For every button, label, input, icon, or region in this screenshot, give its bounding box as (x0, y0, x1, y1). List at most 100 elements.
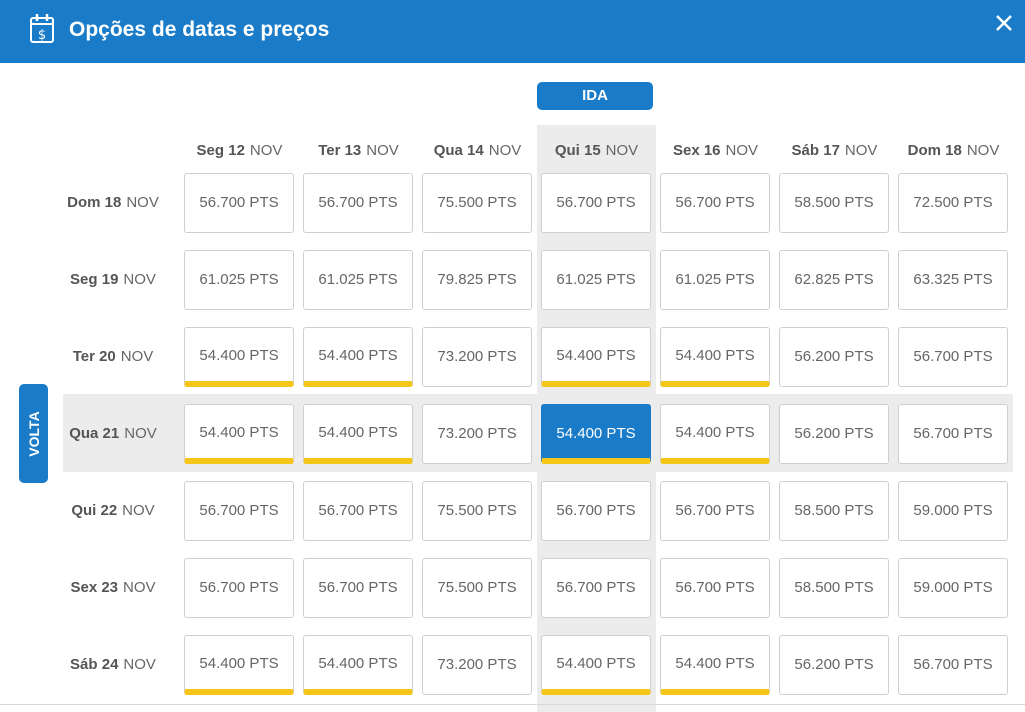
date-month: NOV (725, 142, 759, 159)
date-day: Qua 14 (433, 142, 484, 159)
price-cell[interactable]: 75.500 PTS (422, 481, 532, 541)
price-cell[interactable]: 73.200 PTS (422, 404, 532, 464)
departure-date-header: Dom 18 NOV (894, 140, 1013, 162)
price-cell[interactable]: 56.700 PTS (898, 404, 1008, 464)
date-month: NOV (123, 271, 156, 288)
price-cell[interactable]: 56.700 PTS (184, 173, 294, 233)
date-month: NOV (122, 502, 155, 519)
price-cell[interactable]: 54.400 PTS (184, 635, 294, 695)
date-month: NOV (366, 142, 399, 159)
date-day: Qui 22 (71, 502, 118, 519)
date-month: NOV (966, 142, 1000, 159)
price-cell[interactable]: 56.200 PTS (779, 404, 889, 464)
departure-date-header: Qua 14 NOV (418, 140, 537, 162)
departure-date-header: Ter 13 NOV (299, 140, 418, 162)
price-cell[interactable]: 56.700 PTS (541, 481, 651, 541)
price-cell[interactable]: 58.500 PTS (779, 481, 889, 541)
date-day: Sáb 24 (70, 656, 119, 673)
price-cell[interactable]: 56.700 PTS (660, 173, 770, 233)
volta-label: VOLTA (19, 384, 48, 483)
price-cell[interactable]: 56.700 PTS (660, 558, 770, 618)
price-cell[interactable]: 59.000 PTS (898, 481, 1008, 541)
price-cell[interactable]: 58.500 PTS (779, 173, 889, 233)
price-cell[interactable]: 54.400 PTS (660, 635, 770, 695)
date-month: NOV (249, 142, 283, 159)
return-date-header: Qua 21 NOV (58, 423, 168, 445)
date-day: Sáb 17 (791, 142, 840, 159)
price-cell[interactable]: 54.400 PTS (303, 404, 413, 464)
price-cell[interactable]: 54.400 PTS (541, 327, 651, 387)
departure-date-header: Qui 15 NOV (537, 140, 656, 162)
price-cell[interactable]: 56.700 PTS (898, 635, 1008, 695)
price-cell-selected[interactable]: 54.400 PTS (541, 404, 651, 464)
ida-label: IDA (537, 82, 653, 110)
price-cell[interactable]: 73.200 PTS (422, 327, 532, 387)
modal-title: Opções de datas e preços (69, 18, 330, 41)
date-month: NOV (605, 142, 639, 159)
return-date-header: Sex 23 NOV (58, 577, 168, 599)
price-cell[interactable]: 75.500 PTS (422, 558, 532, 618)
price-cell[interactable]: 56.200 PTS (779, 635, 889, 695)
date-day: Qua 21 (69, 425, 120, 442)
date-day: Ter 20 (72, 348, 116, 365)
price-cell[interactable]: 61.025 PTS (541, 250, 651, 310)
calendar-dollar-icon: $ (30, 14, 54, 43)
price-cell[interactable]: 54.400 PTS (184, 404, 294, 464)
price-cell[interactable]: 61.025 PTS (303, 250, 413, 310)
date-day: Seg 12 (196, 142, 245, 159)
price-cell[interactable]: 56.700 PTS (660, 481, 770, 541)
svg-text:$: $ (38, 28, 46, 43)
departure-date-header: Sáb 17 NOV (775, 140, 894, 162)
price-cell[interactable]: 54.400 PTS (541, 635, 651, 695)
price-cell[interactable]: 62.825 PTS (779, 250, 889, 310)
price-cell[interactable]: 56.700 PTS (898, 327, 1008, 387)
departure-date-header: Seg 12 NOV (180, 140, 299, 162)
price-cell[interactable]: 54.400 PTS (303, 635, 413, 695)
date-month: NOV (123, 579, 156, 596)
price-cell[interactable]: 56.700 PTS (303, 558, 413, 618)
price-cell[interactable]: 56.700 PTS (303, 481, 413, 541)
return-date-header: Qui 22 NOV (58, 500, 168, 522)
date-month: NOV (123, 656, 156, 673)
date-month: NOV (844, 142, 878, 159)
price-cell[interactable]: 75.500 PTS (422, 173, 532, 233)
date-day: Dom 18 (67, 194, 122, 211)
return-date-header: Sáb 24 NOV (58, 654, 168, 676)
price-cell[interactable]: 56.700 PTS (184, 558, 294, 618)
price-cell[interactable]: 72.500 PTS (898, 173, 1008, 233)
departure-date-header: Sex 16 NOV (656, 140, 775, 162)
price-cell[interactable]: 73.200 PTS (422, 635, 532, 695)
price-cell[interactable]: 56.700 PTS (303, 173, 413, 233)
return-date-header: Dom 18 NOV (58, 192, 168, 214)
price-cell[interactable]: 61.025 PTS (184, 250, 294, 310)
close-icon[interactable] (993, 12, 1015, 34)
price-cell[interactable]: 63.325 PTS (898, 250, 1008, 310)
price-cell[interactable]: 61.025 PTS (660, 250, 770, 310)
price-cell[interactable]: 56.200 PTS (779, 327, 889, 387)
date-day: Sex 16 (672, 142, 721, 159)
divider (0, 704, 1025, 705)
date-month: NOV (120, 348, 154, 365)
price-cell[interactable]: 59.000 PTS (898, 558, 1008, 618)
return-date-header: Seg 19 NOV (58, 269, 168, 291)
modal-header: $ Opções de datas e preços (0, 0, 1025, 63)
price-cell[interactable]: 56.700 PTS (184, 481, 294, 541)
date-day: Dom 18 (907, 142, 962, 159)
price-cell[interactable]: 79.825 PTS (422, 250, 532, 310)
date-month: NOV (488, 142, 522, 159)
price-cell[interactable]: 54.400 PTS (303, 327, 413, 387)
price-cell[interactable]: 56.700 PTS (541, 558, 651, 618)
date-day: Seg 19 (70, 271, 119, 288)
date-day: Sex 23 (70, 579, 119, 596)
price-cell[interactable]: 56.700 PTS (541, 173, 651, 233)
return-date-header: Ter 20 NOV (58, 346, 168, 368)
volta-label-text: VOLTA (25, 410, 42, 457)
date-day: Qui 15 (554, 142, 601, 159)
date-month: NOV (126, 194, 159, 211)
price-cell[interactable]: 58.500 PTS (779, 558, 889, 618)
price-cell[interactable]: 54.400 PTS (660, 327, 770, 387)
date-month: NOV (124, 425, 157, 442)
date-day: Ter 13 (318, 142, 362, 159)
price-cell[interactable]: 54.400 PTS (660, 404, 770, 464)
price-cell[interactable]: 54.400 PTS (184, 327, 294, 387)
